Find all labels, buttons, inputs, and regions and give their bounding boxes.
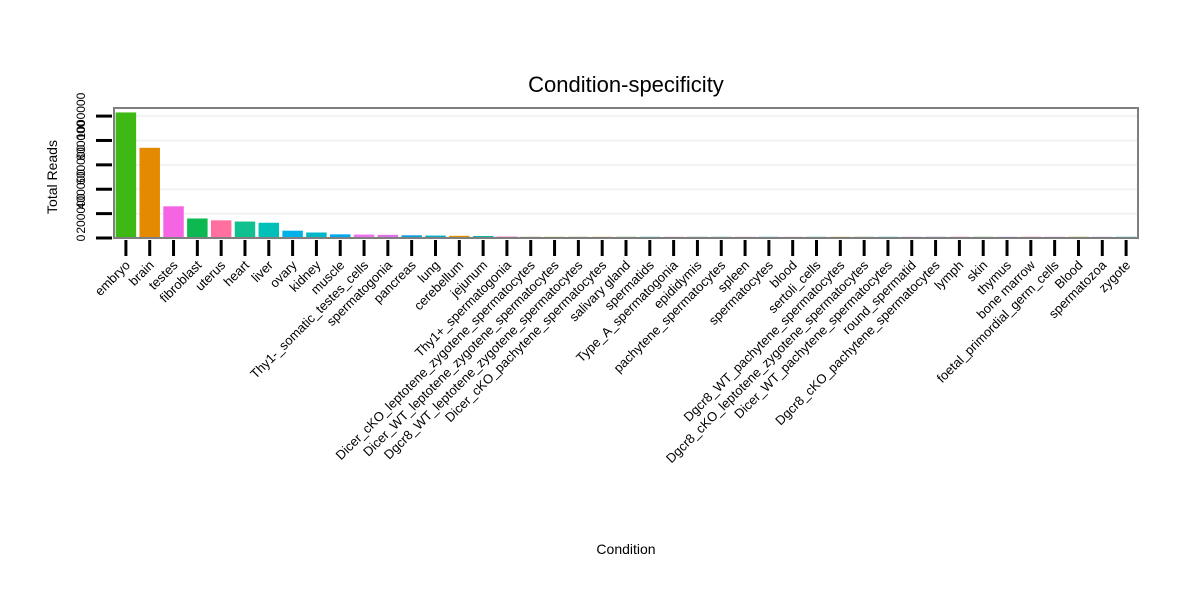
x-tick-label: heart (221, 257, 253, 289)
y-tick-label: 0 (74, 234, 88, 241)
bar-brain (139, 147, 160, 238)
plot-border (113, 107, 1139, 239)
y-tick-label: 400000 (74, 169, 88, 209)
bar-cerebellum (449, 235, 470, 238)
bar-ovary (282, 230, 303, 238)
bar-liver (258, 222, 280, 238)
bar-kidney (306, 232, 327, 238)
gridlines (114, 115, 1138, 215)
plot-area (114, 108, 1138, 238)
bar-spermatogonia (377, 234, 399, 238)
bar-fibroblast (187, 218, 208, 238)
y-tick-label: 200000 (74, 193, 88, 233)
y-tick-label: 600000 (74, 145, 88, 185)
chart-title: Condition-specificity (528, 72, 724, 97)
bar-uterus (210, 220, 232, 238)
x-axis-title: Condition (596, 541, 655, 557)
bar-heart (234, 221, 256, 238)
y-tick-label: 1000000 (74, 92, 88, 139)
bar-testes (163, 206, 184, 238)
bar-pancreas (401, 235, 422, 238)
bar-embryo (115, 112, 137, 238)
y-tick-label: 800000 (74, 120, 88, 160)
bar-muscle (329, 234, 351, 238)
bar-lung (425, 235, 446, 238)
y-axis-title: Total Reads (44, 140, 60, 214)
x-axis: embryobraintestesfibroblastuterusheartli… (92, 240, 1133, 466)
bar-thy1-somatic-testes-cells (353, 234, 375, 238)
